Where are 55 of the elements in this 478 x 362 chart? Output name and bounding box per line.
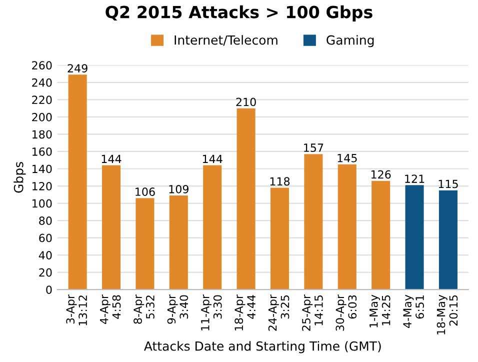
- x-tick-label: 4-May 6:51: [403, 294, 424, 328]
- y-tick-label: 0: [46, 286, 52, 294]
- y-tick-label: 40: [38, 251, 52, 260]
- y-tick-label: 120: [32, 182, 52, 190]
- x-tick-label: 1-May 14:25: [370, 294, 390, 328]
- y-tick-label: 260: [32, 61, 52, 70]
- bar: [68, 74, 87, 290]
- x-tick-label: 9-Apr 3:40: [167, 294, 188, 324]
- x-tick-label: 18-Apr 4:44: [234, 294, 256, 330]
- x-tick-label: 4-Apr 4:58: [100, 294, 121, 324]
- data-label: 249: [68, 64, 88, 73]
- chart-title: Q2 2015 Attacks > 100 Gbps: [106, 5, 372, 22]
- data-label: 106: [136, 188, 155, 196]
- x-tick-label: 8-Apr 5:32: [134, 294, 154, 324]
- x-tick-label: 18-May 20:15: [436, 294, 458, 334]
- data-label: 157: [304, 144, 324, 152]
- y-tick-label: 60: [39, 234, 52, 242]
- legend-label: Internet/Telecom: [174, 35, 278, 46]
- y-tick-label: 220: [32, 96, 52, 104]
- bar: [372, 180, 390, 290]
- bar: [169, 196, 188, 290]
- y-tick-label: 240: [32, 78, 52, 87]
- bar: [136, 198, 154, 290]
- y-tick-label: 100: [32, 199, 52, 208]
- y-axis-title: Gbps: [14, 162, 26, 193]
- bar: [304, 154, 323, 290]
- data-label: 118: [270, 177, 290, 186]
- x-tick-label: 24-Apr 3:25: [268, 294, 290, 331]
- data-label: 115: [438, 180, 458, 188]
- bar: [236, 108, 256, 290]
- data-label: 145: [338, 154, 357, 162]
- x-tick-label: 11-Apr 3:30: [201, 294, 222, 330]
- y-tick-label: 80: [39, 216, 52, 225]
- data-label: 109: [169, 184, 188, 194]
- data-label: 144: [102, 154, 122, 163]
- x-tick-label: 30-Apr 6:03: [336, 294, 357, 331]
- bar: [102, 165, 121, 290]
- x-tick-label: 25-Apr 14:15: [302, 294, 323, 331]
- y-tick-label: 160: [32, 147, 52, 156]
- y-tick-label: 180: [32, 130, 52, 139]
- data-label: 210: [236, 98, 256, 106]
- x-axis-title: Attacks Date and Starting Time (GMT): [144, 341, 381, 354]
- legend-label: Gaming: [326, 35, 374, 48]
- bar: [338, 164, 356, 290]
- bar: [203, 165, 222, 290]
- bar: [438, 190, 458, 290]
- data-label: 121: [405, 174, 424, 183]
- data-label: 126: [371, 170, 391, 179]
- x-tick-label: 3-Apr 13:12: [66, 294, 88, 326]
- y-tick-label: 20: [39, 268, 52, 277]
- y-tick-label: 200: [32, 112, 52, 122]
- data-label: 144: [202, 154, 222, 163]
- y-tick-label: 140: [32, 164, 52, 174]
- bar: [270, 188, 290, 290]
- bar: [405, 185, 424, 290]
